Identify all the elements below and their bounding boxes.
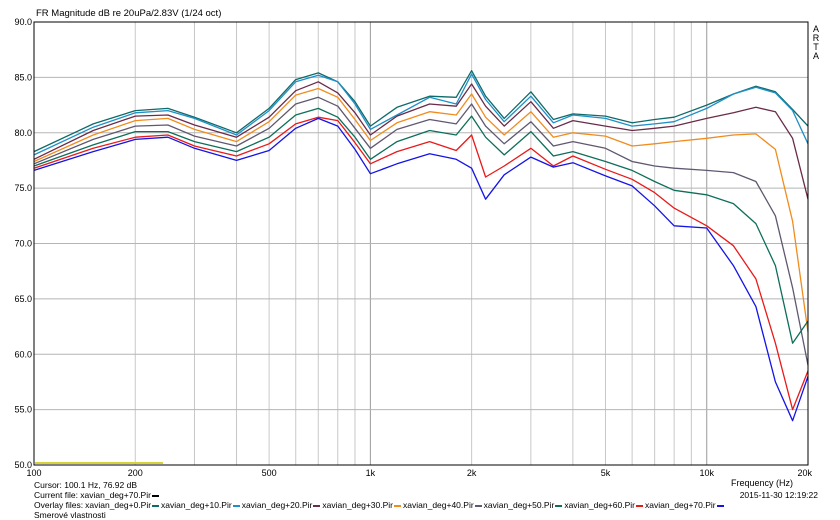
- logo-letter: T: [813, 42, 819, 52]
- overlay-file: xavian_deg+40.Pir: [403, 500, 482, 510]
- x-axis-label: Frequency (Hz): [731, 478, 793, 488]
- series-line-xavian-deg-0-pir: [33, 70, 809, 153]
- overlay-file-name: xavian_deg+40.Pir: [403, 500, 474, 510]
- plot-frame: [33, 21, 809, 466]
- y-tick-label: 75.0: [14, 183, 32, 193]
- logo-letter: R: [813, 33, 820, 43]
- current-file-label: Current file: xavian_deg+70.Pir: [34, 490, 151, 500]
- overlay-file-swatch: [394, 504, 402, 507]
- y-tick-label: 65.0: [14, 294, 32, 304]
- y-tick-label: 90.0: [14, 17, 32, 27]
- x-tick-label: 100: [26, 468, 41, 478]
- x-tick-label: 10k: [699, 468, 714, 478]
- y-tick-label: 60.0: [14, 349, 32, 359]
- caption: Smerové vlastnosti: [34, 510, 106, 520]
- x-tick-label: 200: [128, 468, 143, 478]
- series-line-xavian-deg-30-pir: [33, 87, 809, 333]
- y-tick-label: 50.0: [14, 460, 32, 470]
- overlay-files: Overlay files: xavian_deg+0.Pir xavian_deg…: [34, 500, 726, 510]
- gridlines: [34, 22, 808, 465]
- series-line-xavian-deg-20-pir: [33, 81, 809, 200]
- series-lines: [33, 70, 809, 422]
- cursor-readout: Cursor: 100.1 Hz, 76.92 dB: [34, 480, 138, 490]
- overlay-file: xavian_deg+30.Pir: [322, 500, 402, 510]
- series-line-xavian-deg-70-pir: [33, 117, 809, 422]
- overlay-list: xavian_deg+0.Pir xavian_deg+10.Pir xavian_…: [85, 500, 726, 510]
- overlay-file: xavian_deg+70.Pir: [645, 500, 724, 510]
- overlay-file-name: xavian_deg+20.Pir: [241, 500, 313, 510]
- series-line-xavian-deg-50-pir: [33, 107, 809, 344]
- overlay-label: Overlay files:: [34, 500, 84, 510]
- overlay-file-name: xavian_deg+30.Pir: [322, 500, 394, 510]
- overlay-file-swatch: [152, 504, 160, 507]
- y-tick-label: 85.0: [14, 72, 32, 82]
- overlay-file-name: xavian_deg+60.Pir: [564, 500, 635, 510]
- y-tick-label: 55.0: [14, 405, 32, 415]
- timestamp: 2015-11-30 12:19:22: [739, 490, 818, 500]
- logo-letter: A: [813, 24, 819, 34]
- overlay-file-swatch: [313, 504, 321, 507]
- chart-title: FR Magnitude dB re 20uPa/2.83V (1/24 oct…: [36, 8, 221, 19]
- overlay-file-swatch: [635, 504, 643, 507]
- y-tick-label: 80.0: [14, 128, 32, 138]
- overlay-file-swatch: [716, 504, 724, 507]
- current-file-swatch: [151, 494, 159, 497]
- overlay-file-name: xavian_deg+70.Pir: [644, 500, 716, 510]
- overlay-file: xavian_deg+20.Pir: [242, 500, 321, 510]
- current-file: Current file: xavian_deg+70.Pir: [34, 490, 159, 500]
- series-line-xavian-deg-60-pir: [33, 116, 809, 411]
- x-tick-label: 5k: [601, 468, 611, 478]
- overlay-file-swatch: [555, 504, 563, 507]
- overlay-file-name: xavian_deg+50.Pir: [483, 500, 555, 510]
- x-tick-label: 500: [262, 468, 277, 478]
- overlay-file: xavian_deg+0.Pir: [85, 500, 160, 510]
- series-line-xavian-deg-40-pir: [33, 96, 809, 366]
- series-line-xavian-deg-10-pir: [33, 73, 809, 156]
- overlay-file-name: xavian_deg+10.Pir: [161, 500, 232, 510]
- overlay-file-swatch: [474, 504, 482, 507]
- overlay-file-swatch: [232, 504, 240, 507]
- y-tick-label: 70.0: [14, 239, 32, 249]
- overlay-file-name: xavian_deg+0.Pir: [85, 500, 152, 510]
- logo-letter: A: [813, 51, 819, 61]
- x-tick-label: 20k: [797, 468, 812, 478]
- overlay-file: xavian_deg+10.Pir: [161, 500, 240, 510]
- x-tick-label: 2k: [467, 468, 477, 478]
- overlay-file: xavian_deg+60.Pir: [564, 500, 643, 510]
- overlay-file: xavian_deg+50.Pir: [484, 500, 563, 510]
- x-tick-label: 1k: [366, 468, 376, 478]
